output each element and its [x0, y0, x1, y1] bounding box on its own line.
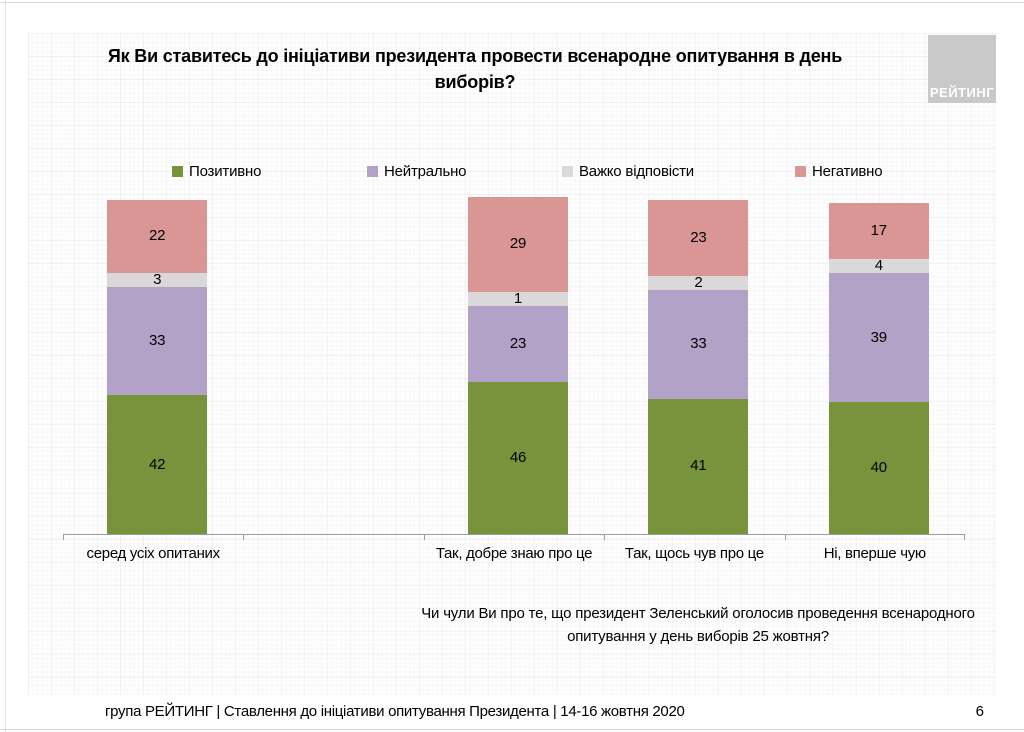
legend-item: Позитивно [172, 163, 261, 180]
legend-item: Важко відповісти [562, 163, 694, 180]
page-title: Як Ви ставитесь до ініціативи президента… [107, 46, 843, 93]
legend-label: Негативно [812, 163, 883, 180]
stacked-bar: 40 39 4 17 [828, 203, 929, 534]
bar-segment: 22 [107, 199, 208, 273]
category-label: серед усіх опитаних [86, 545, 221, 562]
stacked-bar: 42 33 3 22 [107, 199, 208, 534]
legend-item: Негативно [795, 163, 883, 180]
axis-tick [964, 534, 965, 540]
bar-segment: 41 [648, 398, 749, 534]
stacked-bar-chart: 42 33 3 22 серед усіх опитаних 46 23 1 29 Так, до… [63, 195, 965, 562]
bar-segment: 2 [648, 273, 749, 291]
bottom-divider [0, 729, 1024, 730]
rating-group-logo: РЕЙТИНГ [928, 35, 996, 103]
bar-value-label: 40 [870, 459, 888, 476]
axis-tick [785, 534, 786, 540]
top-divider [0, 2, 1024, 3]
page-number: 6 [975, 703, 984, 720]
bar-value-label: 1 [513, 290, 523, 308]
bar-value-label: 41 [690, 457, 707, 475]
bar-segment: 3 [107, 270, 208, 288]
bar-value-label: 2 [694, 273, 703, 291]
legend-item: Нейтрально [367, 163, 467, 180]
bar-value-label: 33 [690, 335, 707, 353]
bar-segment: 33 [107, 286, 208, 396]
axis-tick [604, 534, 605, 540]
bar-segment: 46 [468, 382, 568, 534]
bar-segment: 23 [468, 306, 568, 383]
bar-segment: 40 [828, 402, 929, 534]
chart-legend: Позитивно Нейтрально Важко відповісти Негат… [28, 163, 996, 183]
category-label: Так, щось чув про це [624, 545, 764, 562]
legend-swatch-icon [795, 166, 806, 177]
bar-value-label: 3 [153, 270, 162, 288]
bar-segment: 42 [107, 395, 208, 534]
bar-value-label: 39 [870, 328, 888, 346]
bar-segment: 33 [648, 289, 749, 399]
stacked-bar: 46 23 1 29 [468, 196, 568, 534]
slide-content: Як Ви ставитесь до ініціативи президента… [28, 33, 996, 695]
bar-segment: 4 [828, 257, 929, 275]
category-label: Так, добре знаю про це [435, 545, 593, 562]
legend-swatch-icon [172, 166, 183, 177]
left-divider [5, 0, 6, 732]
bar-value-label: 42 [149, 455, 166, 473]
logo-text: РЕЙТИНГ [929, 85, 995, 100]
bar-value-label: 33 [149, 331, 166, 349]
bar-segment: 39 [828, 273, 929, 402]
legend-label: Позитивно [189, 163, 262, 180]
legend-swatch-icon [562, 166, 573, 177]
category-label: Ні, вперше чую [823, 545, 926, 562]
legend-label: Важко відповісти [579, 163, 694, 180]
bar-value-label: 22 [149, 227, 166, 245]
bar-value-label: 29 [509, 235, 527, 253]
bar-segment: 17 [828, 203, 929, 260]
bar-value-label: 17 [870, 222, 888, 240]
stacked-bar: 41 33 2 23 [648, 199, 749, 534]
legend-label: Нейтрально [384, 163, 467, 180]
slide-footer: група РЕЙТИНГ | Ставлення до ініціативи … [28, 701, 996, 725]
bar-value-label: 4 [874, 257, 883, 275]
legend-swatch-icon [367, 166, 378, 177]
axis-tick [424, 534, 425, 540]
axis-tick [63, 534, 64, 540]
bar-segment: 23 [648, 199, 749, 276]
bar-segment: 29 [468, 196, 568, 293]
axis-tick [243, 534, 244, 540]
bar-value-label: 23 [690, 228, 707, 246]
bar-segment: 1 [468, 290, 568, 308]
chart-footnote: Чи чули Ви про те, що президент Зеленськ… [421, 605, 975, 645]
bar-value-label: 23 [509, 335, 527, 353]
bar-value-label: 46 [509, 449, 527, 467]
footer-source-text: група РЕЙТИНГ | Ставлення до ініціативи … [105, 703, 685, 720]
